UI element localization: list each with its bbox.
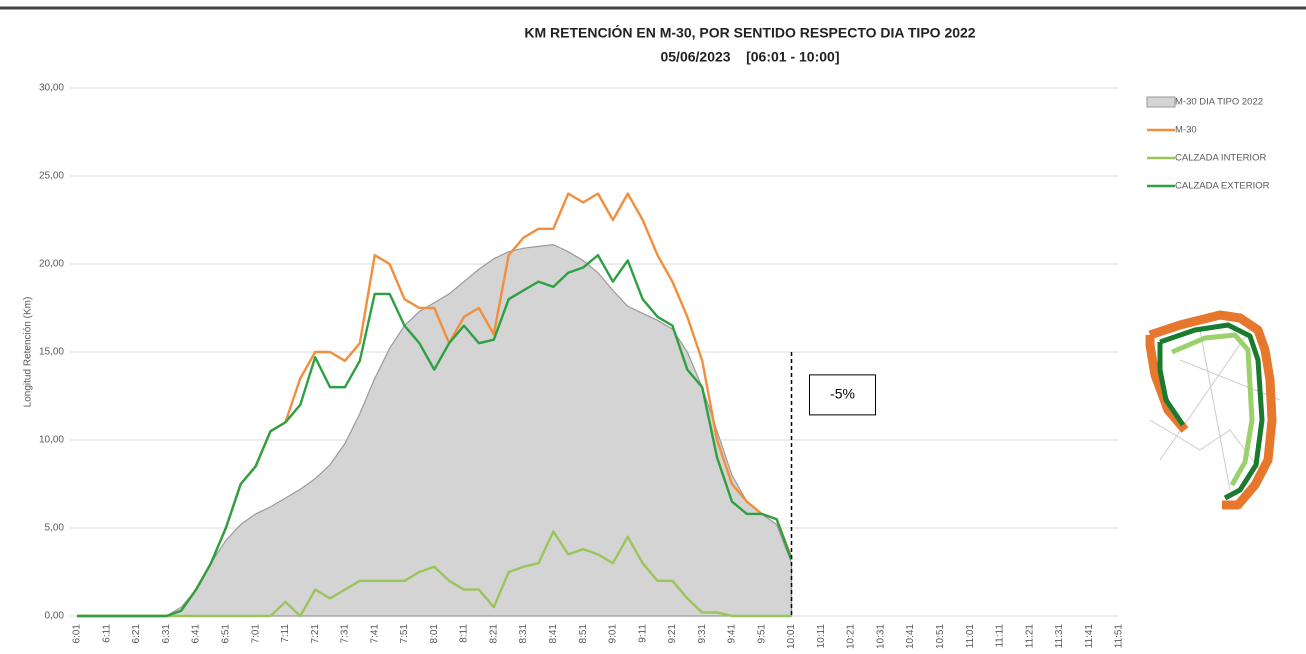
legend-label: CALZADA INTERIOR [1175, 153, 1266, 164]
x-tick-label: 7:51 [399, 624, 410, 644]
y-tick-label: 15,00 [39, 347, 64, 358]
line [77, 530, 792, 618]
legend-label: M-30 [1175, 125, 1197, 136]
x-tick-label: 11:31 [1054, 624, 1065, 649]
x-tick-label: 11:11 [995, 624, 1006, 648]
x-tick-label: 9:41 [727, 624, 738, 644]
annotation: -5% [830, 386, 855, 402]
legend-label: CALZADA EXTERIOR [1175, 181, 1270, 192]
x-tick-label: 10:21 [846, 624, 857, 649]
x-tick-label: 9:11 [637, 624, 648, 643]
line [77, 254, 793, 618]
x-tick-label: 7:21 [310, 624, 321, 644]
y-tick-label: 30,00 [39, 83, 64, 94]
x-tick-label: 10:41 [905, 624, 916, 649]
x-tick-label: 6:41 [191, 624, 202, 644]
x-tick-label: 11:51 [1114, 624, 1125, 649]
annotation-box [809, 374, 877, 416]
chart-title: KM RETENCIÓN EN M-30, POR SENTIDO RESPEC… [524, 24, 975, 41]
x-tick-label: 7:31 [340, 624, 351, 644]
x-tick-label: 6:31 [161, 624, 172, 644]
x-tick-label: 6:01 [72, 624, 83, 644]
x-tick-label: 6:51 [220, 624, 231, 644]
x-tick-label: 10:11 [816, 624, 827, 649]
x-tick-label: 8:21 [488, 624, 499, 644]
chart-subtitle: 05/06/2023 [06:01 - 10:00] [660, 49, 839, 65]
y-axis-label: Longitud Retención (Km) [23, 297, 34, 408]
x-tick-label: 10:01 [786, 624, 797, 649]
legend-label: M-30 DIA TIPO 2022 [1175, 97, 1263, 108]
y-tick-label: 0,00 [45, 611, 65, 622]
x-tick-label: 7:01 [250, 624, 261, 644]
x-tick-label: 7:11 [280, 624, 291, 643]
x-tick-label: 6:21 [131, 624, 142, 644]
x-tick-label: 8:51 [578, 624, 589, 644]
x-tick-label: 9:01 [608, 624, 619, 644]
y-tick-label: 20,00 [39, 259, 64, 270]
x-tick-label: 10:51 [935, 624, 946, 649]
x-tick-label: 9:51 [756, 624, 767, 644]
x-tick-label: 11:01 [965, 624, 976, 649]
x-tick-label: 6:11 [101, 624, 112, 643]
x-tick-label: 8:41 [548, 624, 559, 644]
x-tick-label: 11:21 [1024, 624, 1035, 649]
x-tick-label: 8:11 [459, 624, 470, 643]
x-tick-label: 11:41 [1084, 624, 1095, 649]
y-tick-label: 10,00 [39, 435, 64, 446]
x-tick-label: 9:31 [697, 624, 708, 644]
x-tick-label: 7:41 [369, 624, 380, 644]
x-tick-label: 9:21 [667, 624, 678, 644]
x-tick-label: 10:31 [875, 624, 886, 649]
map-icon [1145, 310, 1281, 510]
x-tick-label: 8:01 [429, 624, 440, 644]
y-tick-label: 5,00 [45, 523, 65, 534]
legend-swatch [1146, 96, 1176, 108]
y-tick-label: 25,00 [39, 171, 64, 182]
x-tick-label: 8:31 [518, 624, 529, 644]
